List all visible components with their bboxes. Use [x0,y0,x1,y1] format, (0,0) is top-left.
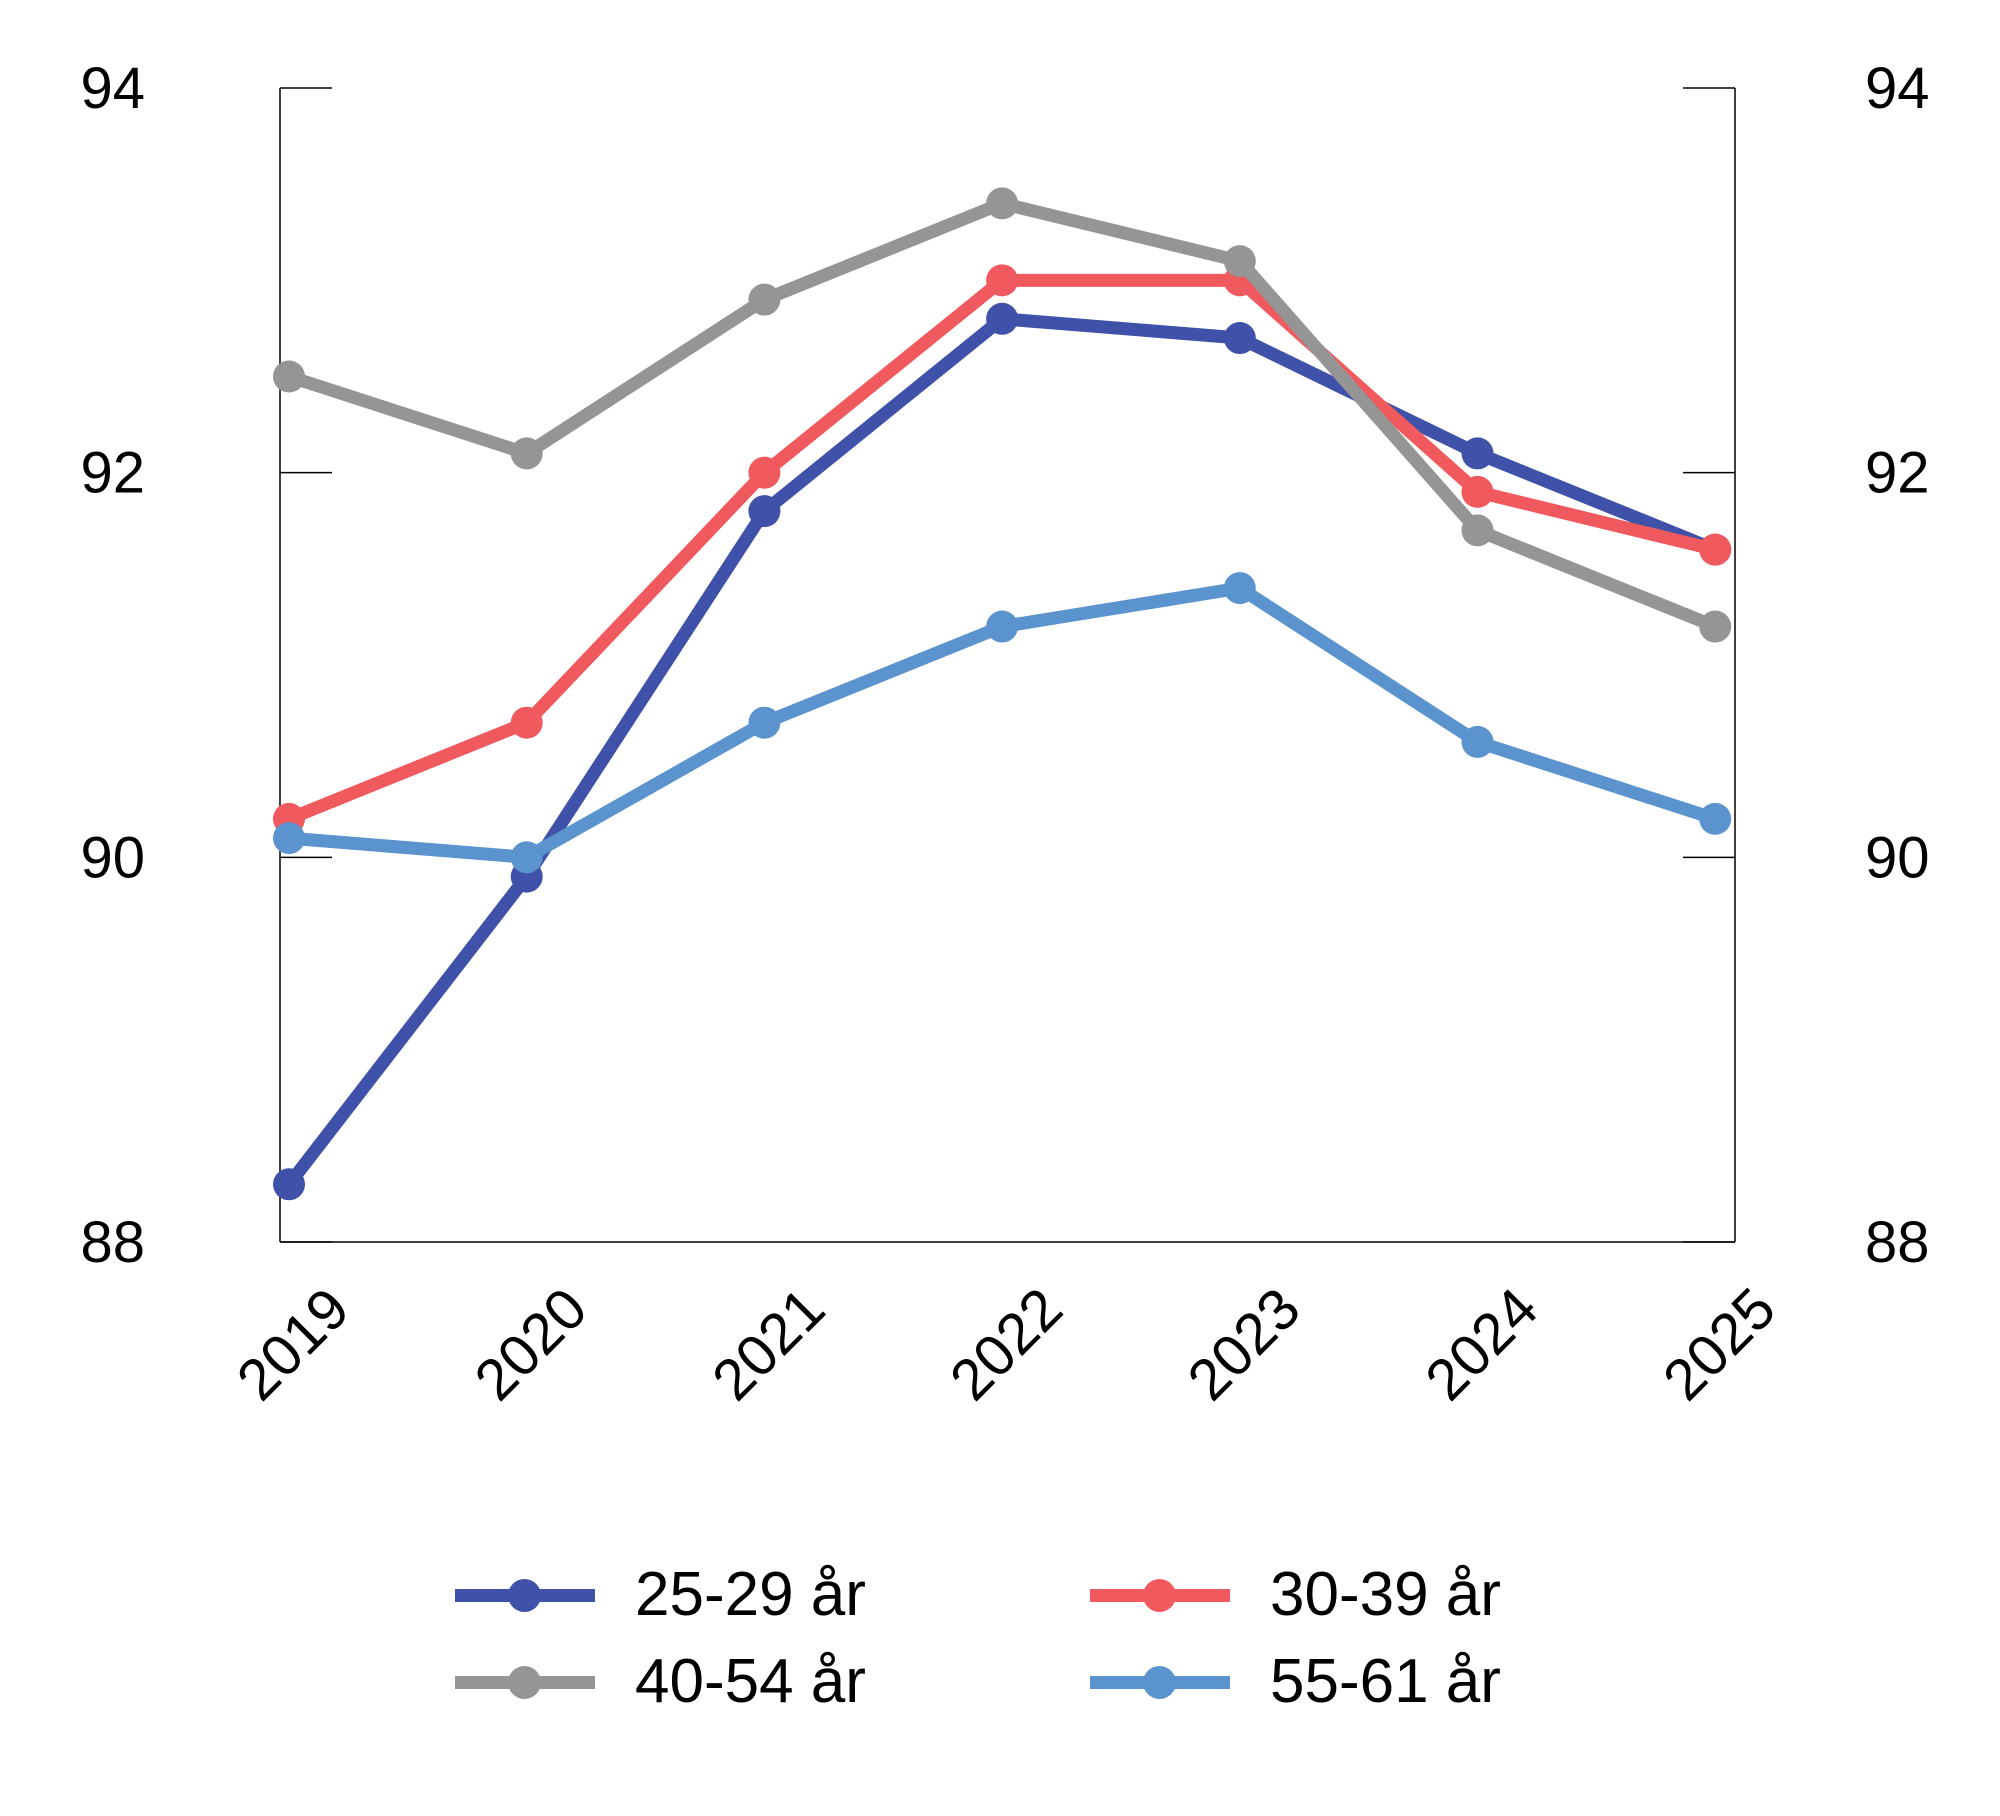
data-point [1461,475,1494,508]
y-tick-label-left: 94 [80,56,145,121]
chart-axes [279,87,1736,1243]
data-point [748,706,781,739]
data-point [986,610,1019,643]
legend: 25-29 år 30-39 år 40-54 år 55-61 år [455,1555,1655,1755]
legend-item-series-2: 30-39 år [1090,1555,1501,1635]
series-4 [273,572,1732,874]
data-point [986,264,1019,297]
data-point [748,495,781,528]
legend-marker [508,1579,541,1612]
x-tick-label: 2023 [1175,1276,1312,1413]
data-point [273,360,305,393]
data-point [1223,245,1256,278]
x-tick-label: 2022 [938,1276,1075,1413]
y-tick-label-left: 92 [80,441,145,506]
y-tick-label-right: 88 [1865,1210,1930,1275]
data-point [510,437,543,470]
legend-swatch-series-2 [1090,1555,1230,1635]
y-tick-label-right: 90 [1865,825,1930,890]
y-tick-label-right: 94 [1865,56,1930,121]
data-point [1461,725,1494,758]
data-point [986,187,1019,220]
data-point [273,822,305,855]
data-point [1223,572,1256,605]
legend-marker [1143,1666,1176,1699]
legend-marker [1143,1579,1176,1612]
legend-item-series-3: 40-54 år [455,1642,866,1722]
x-tick-label: 2019 [225,1276,362,1413]
data-point [510,706,543,739]
data-point [273,1168,305,1201]
data-point [1461,437,1494,470]
data-point [748,456,781,489]
legend-label: 25-29 år [635,1560,866,1629]
y-tick-label-left: 88 [80,1210,145,1275]
data-point [1223,322,1256,355]
legend-item-series-4: 55-61 år [1090,1642,1501,1722]
data-point [510,841,543,874]
y-tick-label-right: 92 [1865,441,1930,506]
x-tick-label: 2025 [1651,1276,1788,1413]
data-point [1699,802,1732,835]
data-point [1699,533,1732,566]
tick-labels: 88 90 92 94 88 90 92 94 2019 2020 2021 2022 2023 2024… [80,56,1929,1413]
legend-swatch-series-3 [455,1642,595,1722]
x-tick-label: 2021 [700,1276,837,1413]
legend-label: 40-54 år [635,1647,866,1716]
legend-label: 55-61 år [1270,1647,1501,1716]
x-tick-label: 2024 [1413,1276,1550,1413]
data-point [1699,610,1732,643]
legend-swatch-series-1 [455,1555,595,1635]
series-layer [273,187,1732,1201]
legend-label: 30-39 år [1270,1560,1501,1629]
series-line [282,273,1722,826]
series-3 [273,187,1732,643]
data-point [748,283,781,316]
data-point [1461,514,1494,547]
legend-swatch-series-4 [1090,1642,1230,1722]
data-point [986,302,1019,335]
legend-item-series-1: 25-29 år [455,1555,866,1635]
x-tick-label: 2020 [462,1276,599,1413]
y-tick-label-left: 90 [80,825,145,890]
legend-marker [508,1666,541,1699]
